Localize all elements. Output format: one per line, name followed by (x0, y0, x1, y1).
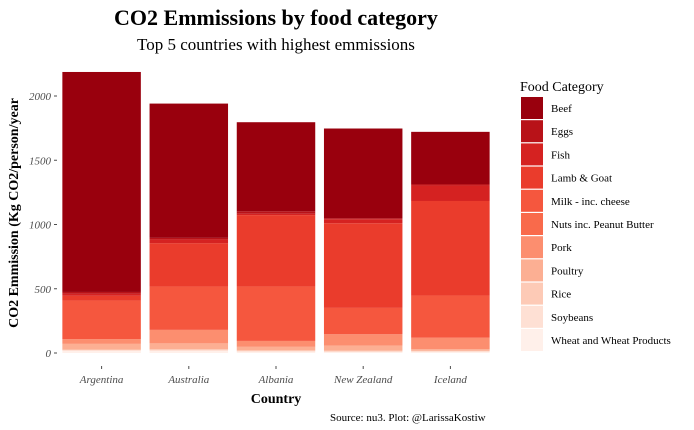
bar-segment-iceland-beef (411, 131, 490, 185)
legend-key-nuts-inc-peanut-butter (521, 213, 543, 235)
bar-segment-australia-rice (149, 349, 229, 351)
legend-label: Poultry (551, 265, 584, 277)
x-tick-label: Albania (258, 374, 294, 386)
x-tick-label: Iceland (433, 374, 467, 386)
bar-segment-iceland-eggs (411, 184, 490, 186)
legend-key-eggs (521, 120, 543, 143)
bar-segment-albania-eggs (236, 211, 316, 214)
legend-key-pork (521, 236, 543, 259)
bar-segment-iceland-lamb-goat (411, 200, 490, 296)
bar-segment-albania-beef (236, 122, 316, 212)
bar-segment-argentina-lamb-goat (62, 295, 141, 301)
x-tick-label: Argentina (79, 374, 124, 386)
bar-segment-iceland-wheat-and-wheat-products (411, 351, 490, 353)
bar-segment-new-zealand-milk-inc-cheese (323, 307, 403, 335)
legend-key-milk-inc-cheese (521, 189, 543, 212)
bar-segment-australia-poultry (149, 343, 229, 350)
y-tick-label: 1000 (29, 220, 52, 232)
bar-segment-albania-pork (236, 340, 316, 347)
bar-segment-australia-wheat-and-wheat-products (149, 350, 229, 353)
legend-label: Fish (551, 149, 570, 161)
legend-label: Nuts inc. Peanut Butter (551, 219, 654, 231)
bar-segment-argentina-pork (62, 339, 141, 344)
legend-label: Pork (551, 242, 572, 254)
bar-segment-new-zealand-wheat-and-wheat-products (323, 351, 403, 353)
legend-label: Milk - inc. cheese (551, 196, 630, 208)
y-axis-title: CO2 Emmission (Kg CO2/person/year (7, 98, 22, 328)
bar-segment-new-zealand-eggs (323, 218, 403, 220)
bar-segment-argentina-fish (62, 293, 141, 296)
legend-key-fish (521, 143, 543, 166)
bar-segment-new-zealand-lamb-goat (323, 223, 403, 308)
y-axis: 0 500 1000 1500 2000 (29, 91, 57, 360)
bar-segment-albania-rice (236, 350, 316, 352)
legend-label: Rice (551, 289, 571, 301)
y-tick-label: 0 (46, 348, 52, 360)
y-tick-label: 2000 (29, 91, 52, 103)
legend: Food Category Beef Eggs Fish Lamb & Goat Mil… (520, 80, 671, 351)
bar-segment-new-zealand-fish (323, 219, 403, 224)
bar-segment-iceland-milk-inc-cheese (411, 295, 490, 338)
bar-segment-australia-pork (149, 329, 229, 344)
legend-key-wheat-and-wheat-products (521, 329, 543, 351)
bar-segment-new-zealand-pork (323, 334, 403, 346)
y-tick-label: 500 (35, 284, 52, 296)
caption: Source: nu3. Plot: @LarissaKostiw (330, 412, 486, 424)
chart-title: CO2 Emmissions by food category (114, 5, 438, 30)
legend-label: Eggs (551, 126, 573, 138)
x-tick-label: Australia (167, 374, 209, 386)
bar-segment-australia-lamb-goat (149, 243, 229, 287)
chart-subtitle: Top 5 countries with highest emmissions (137, 35, 415, 54)
bar-segment-australia-fish (149, 239, 229, 244)
legend-key-poultry (521, 259, 543, 282)
legend-label: Lamb & Goat (551, 173, 612, 185)
bar-segment-iceland-rice (411, 350, 490, 352)
legend-key-lamb-goat (521, 166, 543, 189)
bar-segment-albania-lamb-goat (236, 215, 316, 287)
legend-key-soybeans (521, 305, 543, 328)
bar-segment-new-zealand-beef (323, 128, 403, 219)
legend-title: Food Category (520, 80, 604, 95)
bar-segment-iceland-poultry (411, 349, 490, 351)
bar-segment-australia-beef (149, 103, 229, 238)
bar-segment-iceland-fish (411, 185, 490, 201)
legend-label: Beef (551, 103, 572, 115)
bar-segment-argentina-wheat-and-wheat-products (62, 350, 141, 353)
legend-label: Wheat and Wheat Products (551, 335, 671, 347)
y-tick-label: 1500 (29, 155, 52, 167)
plot-area (62, 71, 490, 353)
bar-segment-albania-milk-inc-cheese (236, 286, 316, 341)
bar-segment-argentina-poultry (62, 343, 141, 350)
bar-segment-iceland-pork (411, 337, 490, 350)
bar-segment-argentina-eggs (62, 291, 141, 294)
bar-segment-argentina-beef (62, 71, 141, 292)
bar-segment-albania-poultry (236, 346, 316, 351)
bar-segment-albania-wheat-and-wheat-products (236, 351, 316, 353)
legend-key-rice (521, 282, 543, 305)
legend-label: Soybeans (551, 312, 593, 324)
bar-segment-australia-eggs (149, 237, 229, 240)
x-tick-label: New Zealand (333, 374, 393, 386)
bar-segment-new-zealand-rice (323, 350, 403, 352)
bar-segment-argentina-milk-inc-cheese (62, 300, 141, 340)
x-axis: Argentina Australia Albania New Zealand Icel… (79, 366, 467, 386)
x-axis-title: Country (251, 392, 302, 407)
bar-segment-argentina-rice (62, 349, 141, 351)
legend-key-beef (521, 97, 543, 119)
bar-segment-new-zealand-poultry (323, 345, 403, 351)
bar-segment-australia-milk-inc-cheese (149, 286, 229, 330)
bar-segment-albania-fish (236, 213, 316, 216)
